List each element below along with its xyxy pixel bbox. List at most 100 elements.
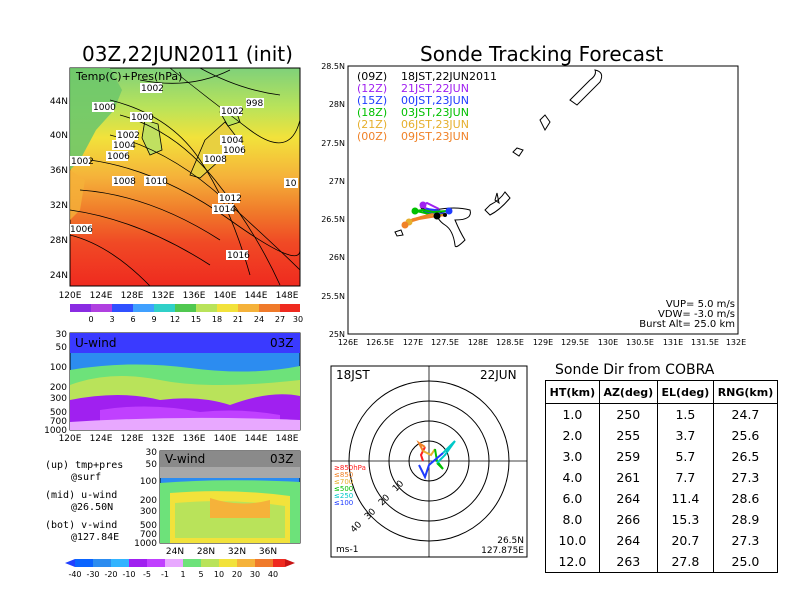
table-row: 3.0 259 5.7 26.5 [545,446,779,467]
map-y-ticks: 44N 40N 36N 32N 28N 24N [50,97,68,281]
svg-text:≤250: ≤250 [334,492,353,500]
table-row: 1.0 250 1.5 24.7 [545,403,779,425]
svg-text:1000: 1000 [93,103,116,113]
col-header-el: EL(deg) [656,380,714,404]
svg-text:127E: 127E [403,338,423,347]
svg-text:(21Z): (21Z) [357,118,387,131]
hodo-date: 22JUN [480,368,517,382]
hodo-unit: ms-1 [336,545,358,555]
note-mid: (mid) u-wind @26.50N [45,490,118,513]
svg-text:1004: 1004 [113,141,136,151]
svg-text:Burst Alt= 25.0 km: Burst Alt= 25.0 km [639,319,735,330]
svg-text:18JST,22JUN2011: 18JST,22JUN2011 [401,70,497,83]
svg-text:1002: 1002 [117,131,140,141]
svg-text:148E: 148E [276,291,299,301]
u-wind-panel: U-wind 03Z 30 50 100 200 300 500 700 100… [44,330,301,444]
svg-text:30: 30 [250,570,260,579]
note-bot: (bot) v-wind @127.84E [45,520,120,543]
launch-params: VUP= 5.0 m/s VDW= -3.0 m/s Burst Alt= 25… [639,299,735,330]
svg-text:5: 5 [198,570,203,579]
v-wind-label: V-wind [165,452,205,466]
svg-text:100: 100 [50,363,67,373]
korea-landmass [141,119,163,156]
svg-text:25N: 25N [329,330,345,339]
map-field-label: Temp(C)+Pres(hPa) [75,70,182,83]
temp-pressure-map: Temp(C)+Pres(hPa) 1002 1000 998 1000 100… [50,67,303,324]
track-endpoints [401,201,453,229]
svg-text:10: 10 [214,570,224,579]
svg-text:24N: 24N [50,271,68,281]
svg-text:1: 1 [180,570,185,579]
svg-text:1002: 1002 [71,157,94,167]
svg-text:131.5E: 131.5E [691,338,719,347]
svg-text:1002: 1002 [141,84,164,94]
svg-text:127.5E: 127.5E [431,338,459,347]
svg-text:3: 3 [109,315,114,324]
svg-text:-30: -30 [86,570,99,579]
svg-text:27N: 27N [329,177,345,186]
table-row: 6.0 264 11.4 28.6 [545,488,779,509]
v-wind-x-ticks: 24N 28N 32N 36N [166,547,277,557]
svg-text:131E: 131E [663,338,683,347]
svg-text:200: 200 [140,496,157,506]
svg-text:1006: 1006 [107,152,130,162]
temp-colorbar [70,304,300,312]
v-wind-time: 03Z [270,452,294,466]
svg-text:26.5N: 26.5N [321,215,345,224]
svg-text:09JST,23JUN: 09JST,23JUN [401,130,469,143]
svg-text:28N: 28N [197,547,215,557]
svg-text:(00Z): (00Z) [357,130,387,143]
svg-text:132E: 132E [152,291,175,301]
col-header-ht: HT(km) [545,380,600,404]
svg-text:1016: 1016 [227,251,250,261]
svg-text:20: 20 [232,570,242,579]
svg-text:40N: 40N [50,131,68,141]
svg-text:0: 0 [88,315,93,324]
temp-colorbar-ticks: 0 3 6 9 12 15 18 21 24 27 30 [88,315,303,324]
svg-text:32N: 32N [228,547,246,557]
svg-text:500: 500 [50,408,67,418]
svg-text:50: 50 [56,343,68,353]
svg-text:26N: 26N [329,253,345,262]
svg-text:128.5E: 128.5E [496,338,524,347]
hodograph-rings [348,380,510,542]
svg-text:1012: 1012 [219,194,242,204]
svg-text:9: 9 [151,315,156,324]
svg-text:124E: 124E [90,291,113,301]
hodo-lat: 26.5N [497,536,524,546]
svg-text:≤850: ≤850 [334,471,353,479]
svg-text:-1: -1 [161,570,169,579]
svg-text:300: 300 [140,507,157,517]
svg-text:100: 100 [140,477,157,487]
svg-text:998: 998 [246,99,263,109]
wind-colorbar-ticks: -40 -30 -20 -10 -5 -1 1 5 10 20 30 40 [68,570,278,579]
svg-text:144E: 144E [245,291,268,301]
svg-text:-40: -40 [68,570,81,579]
track-x-ticks: 126E 126.5E 127E 127.5E 128E 128.5E 129E… [338,338,746,347]
svg-text:129E: 129E [533,338,553,347]
svg-text:1008: 1008 [113,177,136,187]
svg-text:128E: 128E [121,291,144,301]
svg-text:140E: 140E [214,291,237,301]
svg-text:36N: 36N [259,547,277,557]
svg-text:1000: 1000 [44,426,67,436]
svg-text:128E: 128E [468,338,488,347]
map-x-ticks: 120E 124E 128E 132E 136E 140E 144E 148E [59,291,299,301]
hodo-time: 18JST [336,368,370,382]
svg-text:1004: 1004 [221,136,244,146]
svg-text:28.5N: 28.5N [321,62,345,71]
svg-text:18: 18 [212,315,222,324]
svg-text:1000: 1000 [134,539,157,549]
isobar-labels: 1002 1000 998 1000 1002 1002 1004 1006 1… [70,83,298,261]
panel-notes: (up) tmp+pres @surf (mid) u-wind @26.50N (… [45,460,123,544]
china-landmass [70,170,85,220]
svg-text:1014: 1014 [213,205,236,215]
svg-text:21JST,22JUN: 21JST,22JUN [401,82,469,95]
svg-text:(09Z): (09Z) [357,70,387,83]
table-row: 4.0 261 7.7 27.3 [545,467,779,488]
svg-text:136E: 136E [183,434,206,444]
sonde-direction-table: HT(km) AZ(deg) EL(deg) RNG(km) 1.0 250 1.5… [545,380,779,573]
u-wind-y-ticks: 30 50 100 200 300 500 700 1000 [44,330,67,436]
sonde-table-title: Sonde Dir from COBRA [555,362,715,378]
svg-text:126.5E: 126.5E [366,338,394,347]
